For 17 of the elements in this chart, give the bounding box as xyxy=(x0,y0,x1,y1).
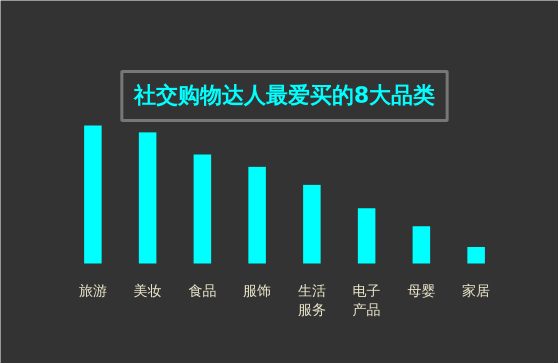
bar xyxy=(303,184,321,264)
bar xyxy=(467,246,485,264)
bar xyxy=(84,126,102,264)
x-tick-label: 电子产品 xyxy=(352,284,381,319)
bar xyxy=(138,132,156,264)
x-tick-label: 服饰 xyxy=(243,284,272,300)
bar xyxy=(194,154,212,264)
x-tick-label: 生活服务 xyxy=(298,284,326,319)
bar xyxy=(412,226,430,264)
x-tick-label: 食品 xyxy=(188,284,216,300)
x-tick-label: 家居 xyxy=(462,284,490,300)
x-tick-label: 美妆 xyxy=(134,284,162,300)
bar xyxy=(358,208,376,264)
x-tick-label: 母婴 xyxy=(407,284,436,300)
bar xyxy=(248,166,266,264)
x-tick-label: 旅游 xyxy=(78,284,107,300)
chart-title: 社交购物达人最爱买的8大品类 xyxy=(132,82,436,108)
